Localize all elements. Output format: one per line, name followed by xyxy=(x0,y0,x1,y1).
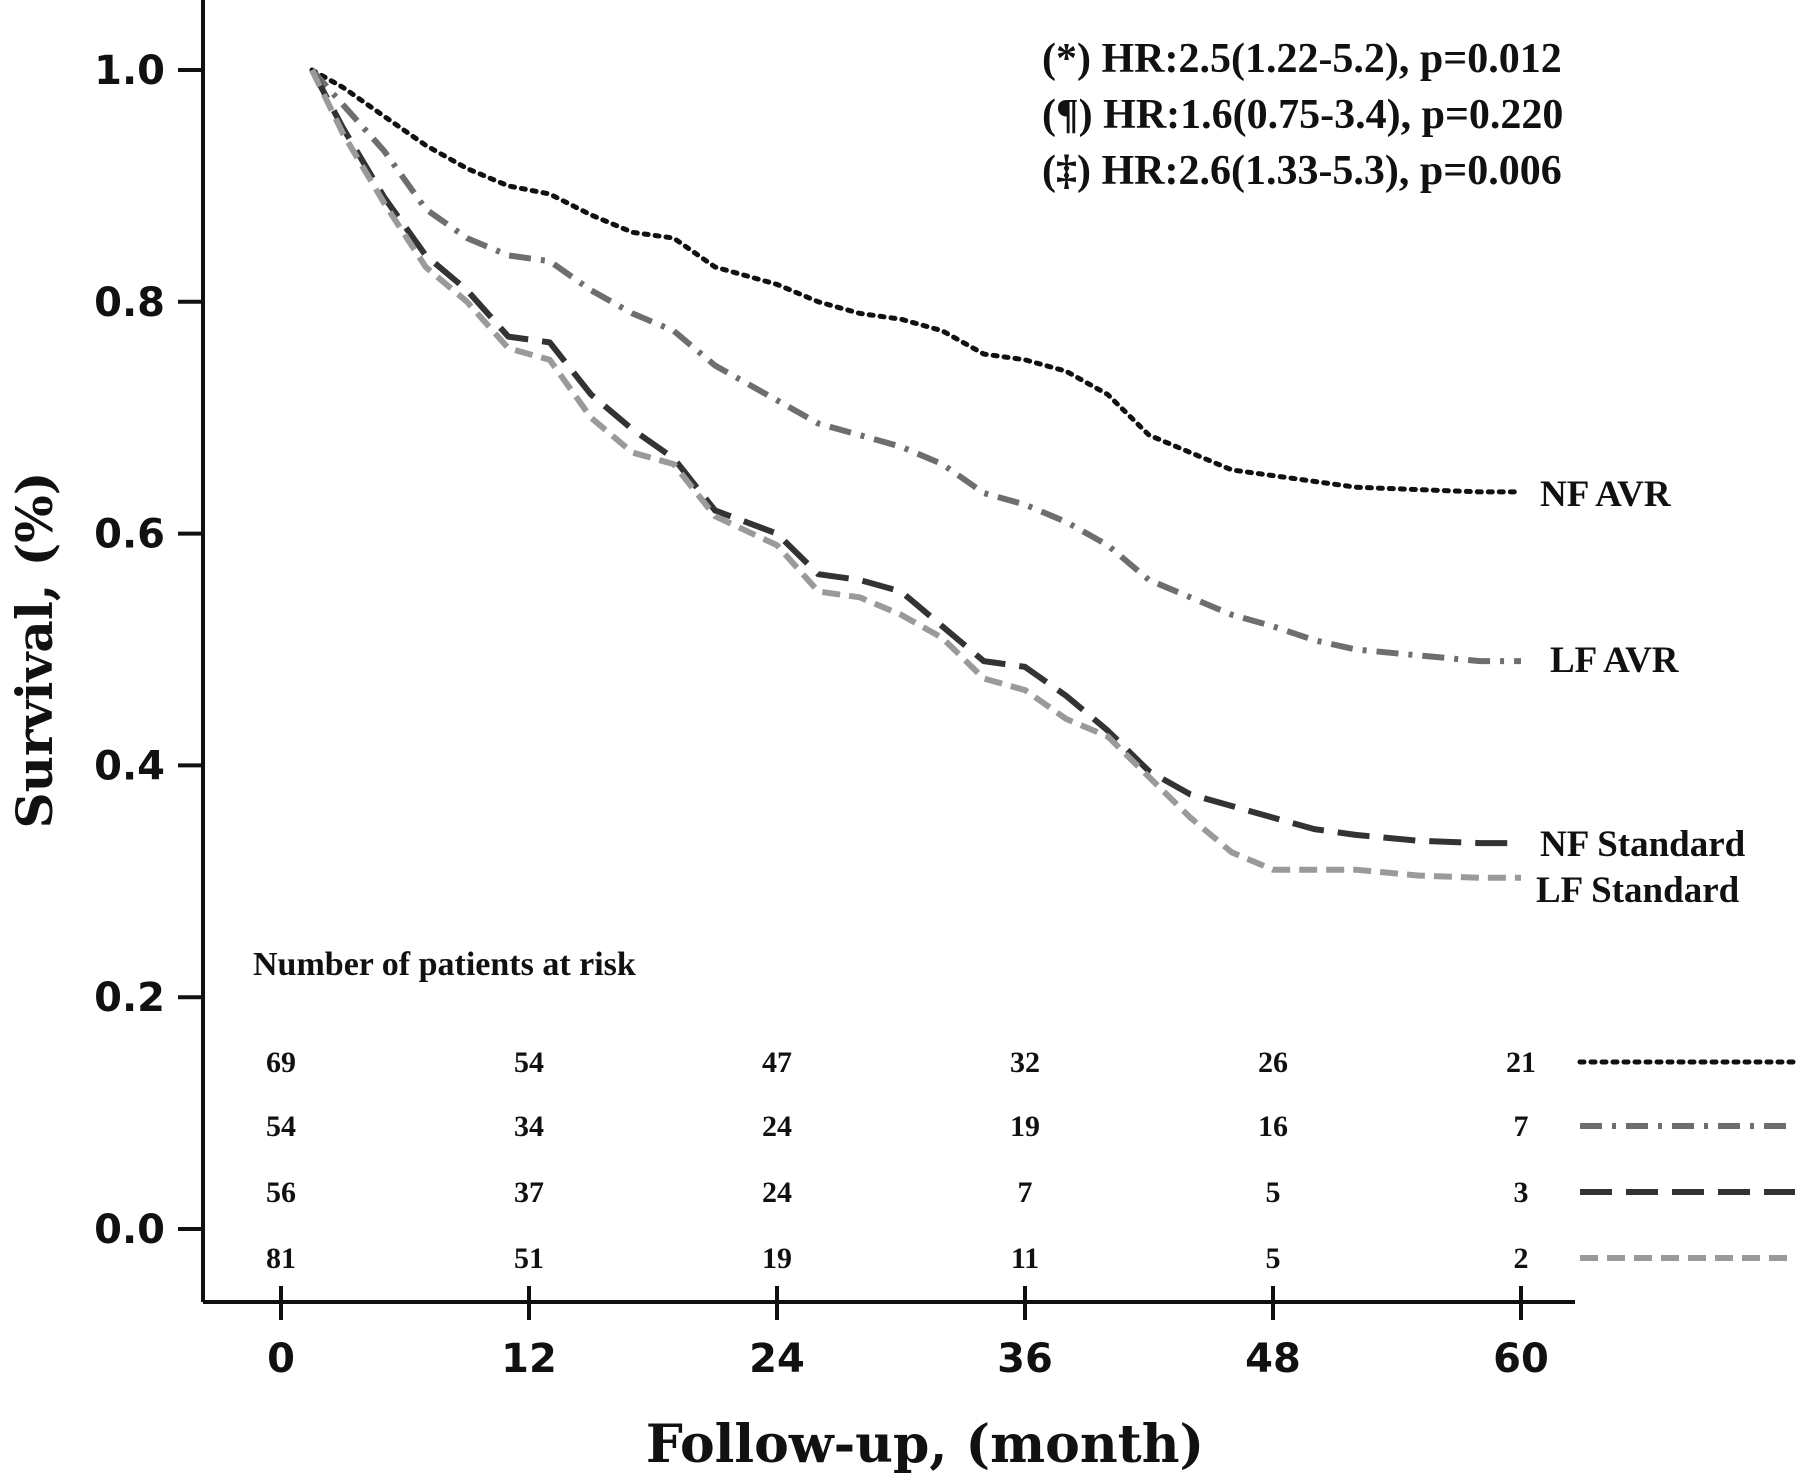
risk-count: 32 xyxy=(1010,1046,1040,1079)
risk-count: 19 xyxy=(762,1242,792,1275)
risk-count: 16 xyxy=(1258,1110,1288,1143)
hazard-ratio-annotations: (*) HR:2.5(1.22-5.2), p=0.012 (¶) HR:1.6… xyxy=(1042,36,1563,194)
risk-count: 54 xyxy=(266,1110,296,1143)
risk-count: 26 xyxy=(1258,1046,1288,1079)
y-tick-label: 0.0 xyxy=(94,1207,165,1253)
annotation-2: (¶) HR:1.6(0.75-3.4), p=0.220 xyxy=(1042,92,1563,138)
y-tick-label: 0.2 xyxy=(94,975,165,1021)
annotation-1: (*) HR:2.5(1.22-5.2), p=0.012 xyxy=(1042,36,1562,82)
y-tick-label: 0.6 xyxy=(94,512,165,558)
risk-count: 7 xyxy=(1514,1110,1529,1143)
risk-count: 19 xyxy=(1010,1110,1040,1143)
y-tick-label: 0.8 xyxy=(94,280,165,326)
curve-labels: NF AVR LF AVR NF Standard LF Standard xyxy=(1536,474,1746,911)
x-tick-label: 60 xyxy=(1493,1336,1549,1382)
x-tick-label: 24 xyxy=(749,1336,805,1382)
risk-table-title: Number of patients at risk xyxy=(253,946,636,983)
curve-label-nf-standard: NF Standard xyxy=(1540,824,1746,865)
risk-count: 69 xyxy=(266,1046,296,1079)
y-ticks: 0.0 0.2 0.4 0.6 0.8 1.0 xyxy=(94,48,203,1253)
risk-count: 21 xyxy=(1506,1046,1536,1079)
curve-label-nf-avr: NF AVR xyxy=(1540,474,1672,515)
curve-label-lf-standard: LF Standard xyxy=(1536,870,1740,911)
risk-count: 5 xyxy=(1266,1242,1281,1275)
risk-count: 47 xyxy=(762,1046,792,1079)
x-ticks: 0 12 24 36 48 60 xyxy=(267,1286,1549,1382)
x-tick-label: 48 xyxy=(1245,1336,1301,1382)
x-tick-label: 36 xyxy=(997,1336,1053,1382)
risk-count: 3 xyxy=(1514,1176,1529,1209)
risk-count: 56 xyxy=(266,1176,296,1209)
y-axis-label: Survival, (%) xyxy=(5,472,64,829)
x-axis-label: Follow-up, (month) xyxy=(646,1414,1204,1475)
y-tick-label: 0.4 xyxy=(94,743,165,789)
risk-count: 37 xyxy=(514,1176,544,1209)
risk-count: 24 xyxy=(762,1176,792,1209)
risk-count: 2 xyxy=(1514,1242,1529,1275)
risk-count: 5 xyxy=(1266,1176,1281,1209)
risk-count: 24 xyxy=(762,1110,792,1143)
axes xyxy=(201,0,1575,1304)
curve-nf-avr xyxy=(309,67,1524,495)
survival-curves xyxy=(309,67,1524,881)
risk-count: 51 xyxy=(514,1242,544,1275)
risk-count: 11 xyxy=(1011,1242,1039,1275)
risk-count: 54 xyxy=(514,1046,544,1079)
curve-label-lf-avr: LF AVR xyxy=(1550,640,1680,681)
risk-table: 69 54 47 32 26 21 54 34 24 19 16 7 56 37 24 7 5 3 81 51 19 11… xyxy=(266,1046,1798,1275)
y-tick-label: 1.0 xyxy=(94,48,165,94)
x-tick-label: 0 xyxy=(267,1336,295,1382)
x-tick-label: 12 xyxy=(501,1336,557,1382)
annotation-3: (‡) HR:2.6(1.33-5.3), p=0.006 xyxy=(1042,148,1562,194)
risk-count: 34 xyxy=(514,1110,544,1143)
curve-lf-standard xyxy=(309,68,1521,881)
risk-count: 7 xyxy=(1018,1176,1033,1209)
risk-count: 81 xyxy=(266,1242,296,1275)
